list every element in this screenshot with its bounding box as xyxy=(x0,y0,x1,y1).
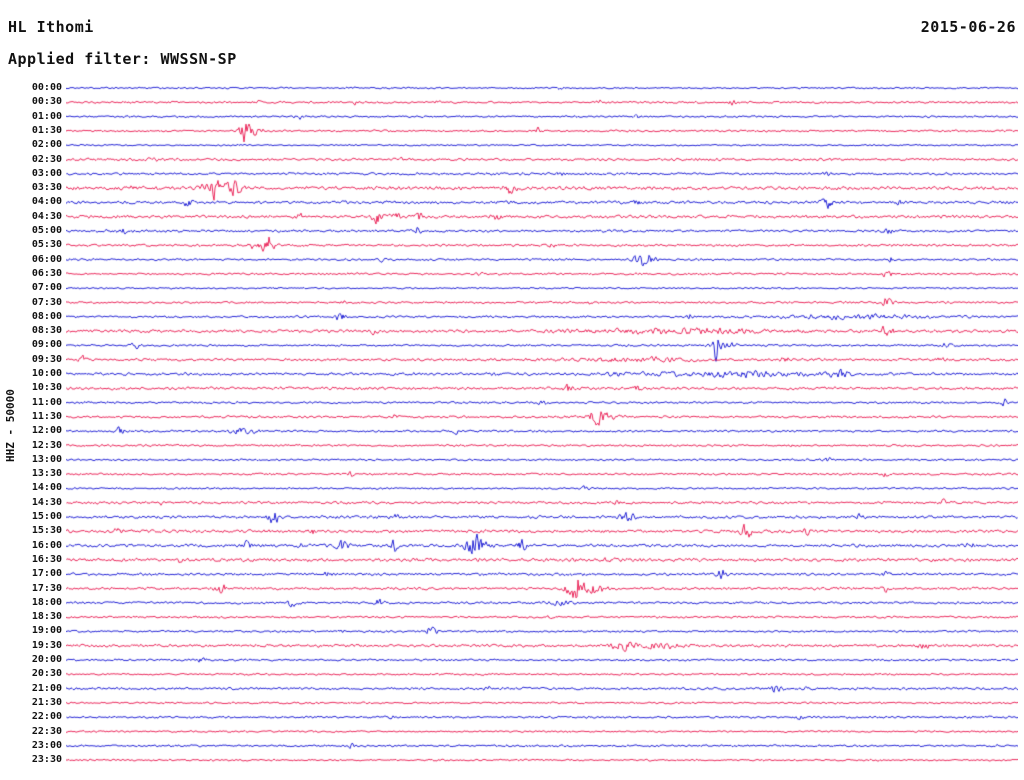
time-label: 03:00 xyxy=(31,167,62,179)
time-label: 11:30 xyxy=(31,410,62,422)
time-label: 21:30 xyxy=(31,696,62,708)
station-title: HL Ithomi xyxy=(8,18,94,36)
time-label: 05:30 xyxy=(31,239,62,251)
helicorder-canvas xyxy=(66,81,1018,777)
time-label: 01:00 xyxy=(31,110,62,122)
time-label: 13:00 xyxy=(31,453,62,465)
time-label: 17:30 xyxy=(31,582,62,594)
time-label: 16:00 xyxy=(31,539,62,551)
time-label: 02:30 xyxy=(31,153,62,165)
time-label: 23:30 xyxy=(31,754,62,766)
time-label: 14:30 xyxy=(31,496,62,508)
time-label: 05:00 xyxy=(31,225,62,236)
time-label: 12:00 xyxy=(31,425,62,437)
time-label: 12:30 xyxy=(31,439,62,451)
time-label: 04:30 xyxy=(31,210,62,222)
time-label: 22:30 xyxy=(31,725,62,737)
record-date: 2015-06-26 xyxy=(920,18,1016,36)
time-label: 22:00 xyxy=(31,711,62,723)
time-label: 10:30 xyxy=(31,382,62,394)
time-label: 07:30 xyxy=(31,296,62,308)
time-label: 17:00 xyxy=(31,568,62,580)
time-label: 04:00 xyxy=(31,196,62,208)
time-label: 21:00 xyxy=(31,682,62,694)
applied-filter-label: Applied filter: WWSSN-SP xyxy=(8,50,237,68)
time-label: 19:00 xyxy=(31,625,62,637)
time-label: 18:00 xyxy=(31,596,62,608)
time-label: 18:30 xyxy=(31,611,62,623)
time-label: 09:30 xyxy=(31,353,62,365)
time-label: 00:30 xyxy=(31,96,62,108)
time-label: 01:30 xyxy=(31,124,62,136)
time-label: 20:00 xyxy=(31,654,62,665)
time-label: 14:00 xyxy=(31,482,62,494)
time-label: 20:30 xyxy=(31,668,62,680)
time-label: 23:00 xyxy=(31,739,62,751)
time-label: 07:00 xyxy=(31,282,62,294)
time-label: 19:30 xyxy=(31,639,62,651)
helicorder-plot-area xyxy=(66,81,1018,777)
time-label: 13:30 xyxy=(31,468,62,480)
time-label: 11:00 xyxy=(31,396,62,408)
time-label: 06:00 xyxy=(31,253,62,265)
time-label: 03:30 xyxy=(31,182,62,194)
time-label: 06:30 xyxy=(31,267,62,279)
time-label: 09:00 xyxy=(31,339,62,351)
time-axis: 00:00 00:30 01:00 01:30 02:00 02:30 03:00 03:30… xyxy=(0,0,64,780)
time-label: 08:30 xyxy=(31,325,62,337)
time-label: 15:30 xyxy=(31,525,62,537)
time-label: 02:00 xyxy=(31,139,62,151)
time-label: 16:30 xyxy=(31,553,62,565)
time-label: 00:00 xyxy=(31,82,62,93)
time-label: 08:00 xyxy=(31,310,62,322)
time-label: 15:00 xyxy=(31,511,62,522)
time-label: 10:00 xyxy=(31,368,62,379)
